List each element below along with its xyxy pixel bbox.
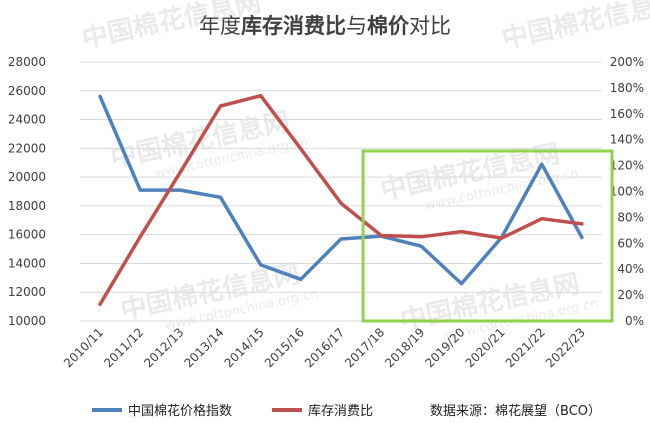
x-tick-label: 2015/16 — [262, 325, 307, 370]
right-tick-label: 60% — [617, 236, 644, 250]
left-tick-label: 28000 — [8, 55, 46, 69]
right-tick-label: 20% — [617, 288, 644, 302]
left-tick-label: 18000 — [8, 199, 46, 213]
right-tick-label: 200% — [610, 55, 644, 69]
right-tick-label: 80% — [617, 210, 644, 224]
left-tick-label: 20000 — [8, 170, 46, 184]
x-tick-label: 2013/14 — [182, 325, 227, 370]
series-lines — [98, 93, 584, 306]
x-tick-label: 2016/17 — [302, 325, 347, 370]
right-tick-label: 40% — [617, 262, 644, 276]
left-tick-label: 14000 — [8, 256, 46, 270]
legend-swatch-index — [92, 407, 122, 412]
legend-item-index: 中国棉花价格指数 — [92, 400, 232, 419]
highlight-box — [361, 149, 614, 323]
right-tick-label: 100% — [610, 185, 644, 199]
left-axis-ticks: 10000 12000 14000 16000 18000 20000 22000 24000… — [8, 55, 46, 328]
legend-label-index: 中国棉花价格指数 — [128, 404, 233, 419]
x-tick-label: 2021/22 — [503, 325, 548, 370]
legend-item-ratio: 库存消费比 — [272, 400, 373, 419]
x-tick-label: 2020/21 — [463, 325, 508, 370]
x-tick-label: 2012/13 — [141, 325, 186, 370]
legend-swatch-ratio — [272, 407, 302, 412]
chart-title: 年度库存消费比与棉价对比 — [199, 14, 451, 38]
x-tick-label: 2022/23 — [543, 325, 588, 370]
left-tick-label: 10000 — [8, 314, 46, 328]
right-axis-ticks: 0% 20% 40% 60% 80% 100% 120% 140% 160% 180% 200% — [610, 55, 644, 328]
legend: 中国棉花价格指数 库存消费比 数据来源：棉花展望（BCO） — [0, 400, 650, 420]
series-line-index — [98, 94, 584, 286]
x-axis-ticks: 2010/112011/122012/132013/142014/152015/… — [61, 325, 588, 370]
data-source: 数据来源：棉花展望（BCO） — [430, 404, 601, 419]
x-tick-label: 2014/15 — [222, 325, 267, 370]
left-tick-label: 16000 — [8, 228, 46, 242]
line-chart: 10000 12000 14000 16000 18000 20000 22000 24000… — [8, 55, 644, 370]
left-tick-label: 24000 — [8, 113, 46, 127]
series-line-ratio — [98, 93, 584, 306]
legend-label-ratio: 库存消费比 — [308, 404, 374, 419]
right-tick-label: 140% — [610, 133, 644, 147]
x-tick-label: 2018/19 — [382, 325, 427, 370]
left-tick-label: 22000 — [8, 141, 46, 155]
x-tick-label: 2010/11 — [61, 325, 106, 370]
right-tick-label: 0% — [625, 314, 644, 328]
x-tick-label: 2017/18 — [342, 325, 387, 370]
right-tick-label: 120% — [610, 159, 644, 173]
x-tick-label: 2019/20 — [422, 325, 467, 370]
gridlines — [80, 61, 602, 322]
left-tick-label: 26000 — [8, 84, 46, 98]
left-tick-label: 12000 — [8, 285, 46, 299]
right-tick-label: 180% — [610, 81, 644, 95]
right-tick-label: 160% — [610, 107, 644, 121]
x-tick-label: 2011/12 — [101, 325, 146, 370]
